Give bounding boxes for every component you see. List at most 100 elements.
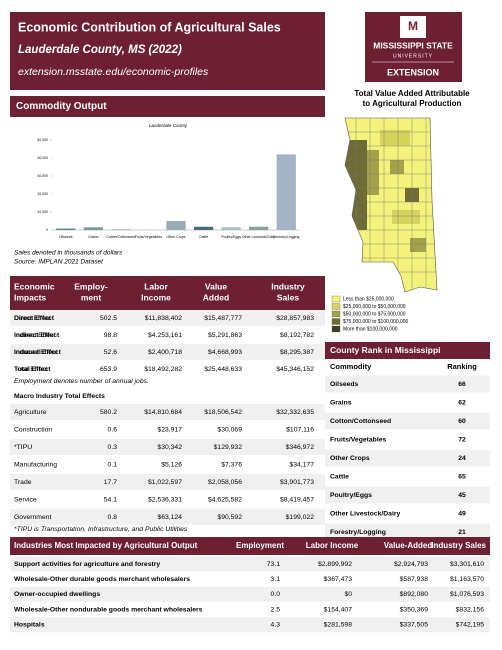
column-header: Value Added [203, 282, 229, 303]
legend-swatch [331, 310, 341, 318]
y-tick-label: 20,000 [37, 192, 48, 196]
bar [138, 229, 159, 230]
row-stripe [10, 474, 325, 490]
map [345, 118, 437, 292]
bar [166, 221, 186, 230]
row-label: Indirect Effect [14, 332, 56, 339]
legend-label: More than $100,000,000 [343, 326, 398, 332]
x-tick-label: Grains [88, 235, 99, 239]
cell: 49 [458, 510, 466, 517]
logo-mark [400, 16, 426, 38]
chart-title: Lauderdale County [149, 123, 188, 128]
cell: $30,069 [217, 426, 242, 433]
cell: 66 [458, 381, 466, 388]
cell: $3,301,610 [450, 561, 484, 568]
cell: $7,376 [221, 461, 242, 468]
cell: 0.3 [108, 444, 118, 451]
map-region [390, 160, 404, 174]
row-label: Government [14, 514, 52, 521]
row-label: Cattle [330, 473, 349, 480]
cell: $1,022,597 [148, 479, 182, 486]
y-tick-label: 50,000 [37, 138, 48, 142]
column-header: Employment [236, 541, 284, 550]
cell: $1,076,593 [450, 591, 484, 598]
title: Economic Contribution of Agricultural Sa… [18, 20, 281, 34]
cell: $3,901,773 [280, 479, 314, 486]
row-label: Forestry/Logging [330, 529, 386, 536]
cell: $199,022 [286, 514, 315, 521]
bar [276, 154, 296, 230]
cell: $2,536,331 [148, 496, 182, 503]
logo-text: MISSISSIPPI STATE [373, 40, 453, 50]
row-stripe [325, 449, 490, 467]
y-tick-label: 40,000 [37, 156, 48, 160]
legend-swatch [331, 295, 341, 303]
cell: $28,857,983 [276, 315, 314, 322]
cell: $18,506,542 [204, 409, 242, 416]
cell: $129,932 [214, 444, 243, 451]
row-label: Direct Effect [14, 315, 51, 322]
cell: 0.0 [271, 591, 281, 598]
row-label: Wholesale-Other nondurable goods merchan… [14, 606, 203, 613]
row-label: Direct Effect [14, 315, 55, 322]
row-label: Agriculture [14, 409, 47, 416]
legend-label: $50,000,000 to $75,000,000 [343, 311, 406, 317]
logo-m: M [408, 19, 418, 33]
subtitle: Lauderdale County, MS (2022) [18, 44, 182, 56]
row-label: Total Effect [14, 366, 48, 373]
note: Source: IMPLAN 2021 Dataset [14, 259, 104, 266]
y-tick-label: 10,000 [37, 210, 48, 214]
row-label: Manufacturing [14, 461, 57, 468]
url: extension.msstate.edu/economic-profiles [18, 66, 209, 78]
y-tick-label: 30,000 [37, 174, 48, 178]
cell: $4,253,161 [148, 332, 182, 339]
row-stripe [10, 404, 325, 420]
cell: $742,195 [456, 622, 485, 629]
note: Employment denotes number of annual jobs… [14, 378, 149, 385]
row-stripe [10, 556, 490, 572]
row-label: Total Effect [14, 366, 51, 373]
map-outline [344, 117, 438, 293]
map-region [410, 238, 426, 252]
cell: $14,810,684 [144, 409, 182, 416]
legend-swatch [331, 318, 341, 325]
cell: $587,938 [400, 576, 429, 583]
row-label: Other Livestock/Dairy [330, 510, 400, 517]
x-tick-label: Cattle [199, 235, 208, 239]
column-header: Labor Income [306, 541, 359, 550]
bar [83, 227, 103, 230]
row-label: Cotton/Cottonseed [330, 418, 391, 425]
column-header: Ranking [447, 362, 477, 371]
column-header: Labor Income [141, 282, 171, 303]
row-label: Induced Effect [14, 349, 57, 356]
cell: $5,126 [161, 461, 182, 468]
cell: 52.6 [104, 349, 117, 356]
legend-label: $25,000,000 to $50,000,000 [343, 304, 406, 310]
row-stripe [10, 310, 325, 326]
cell: $32,332,635 [276, 409, 314, 416]
section-band [10, 96, 325, 117]
table-header [325, 342, 490, 359]
row-label: Induced Effect [14, 349, 62, 356]
column-header: Economic Impacts [14, 282, 55, 303]
cell: $2,924,793 [394, 561, 428, 568]
cell: $2,058,056 [208, 479, 242, 486]
cell: $90,592 [217, 514, 242, 521]
section-heading: Commodity Output [16, 101, 107, 112]
column-header: Employ-ment [74, 282, 108, 303]
cell: $8,192,782 [280, 332, 314, 339]
cell: 0.8 [108, 514, 118, 521]
cell: 24 [458, 455, 466, 462]
row-label: Support activities for agriculture and f… [14, 561, 160, 568]
cell: $34,177 [289, 461, 314, 468]
cell: $337,505 [400, 622, 429, 629]
row-stripe [325, 523, 490, 541]
logo-text: EXTENSION [387, 67, 439, 77]
cell: 580.2 [100, 409, 117, 416]
map-region [392, 210, 420, 224]
column-header: Commodity [330, 362, 372, 371]
cell: $2,400,718 [148, 349, 182, 356]
row-label: Fruits/Vegetables [330, 436, 387, 443]
